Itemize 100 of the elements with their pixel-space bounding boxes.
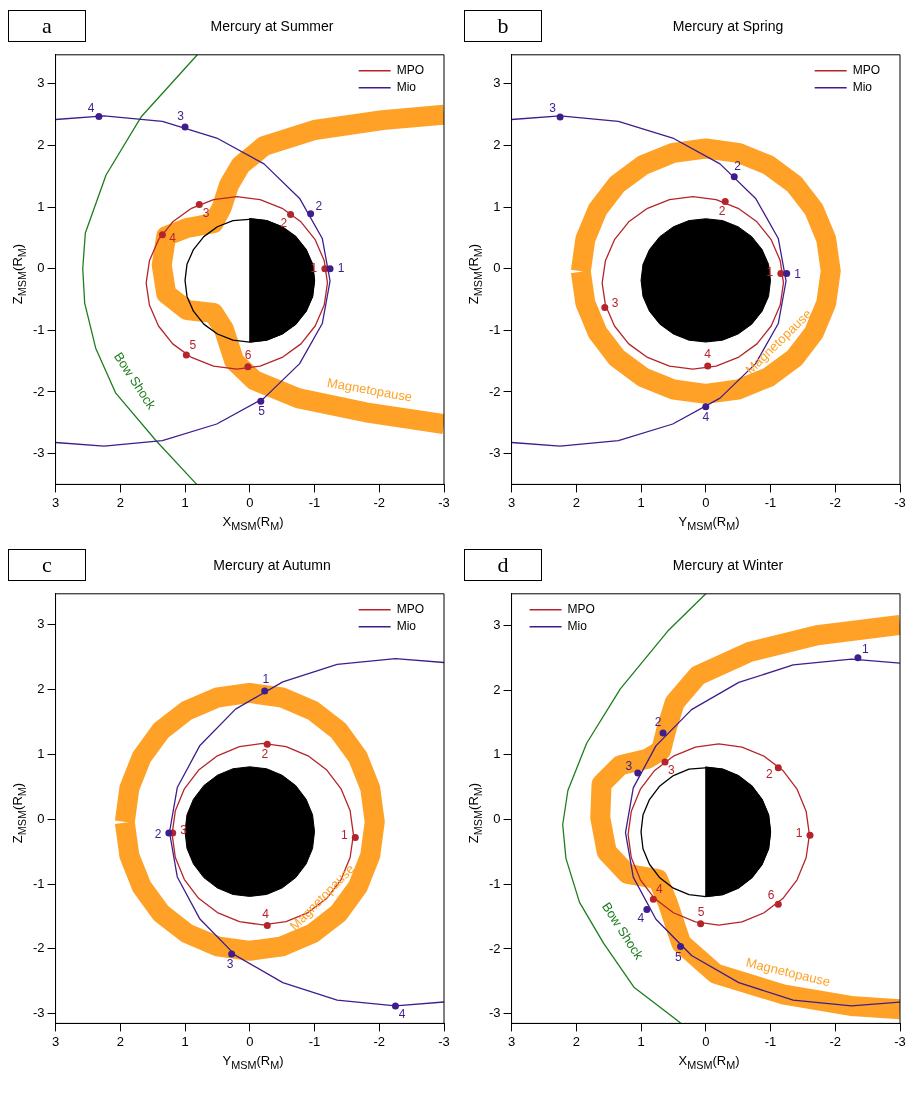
x-tick-label: 0: [246, 494, 254, 510]
x-tick-label: -1: [764, 494, 777, 510]
x-axis-title: Y$_{MSM}$(R$_{M}$): [221, 1053, 285, 1071]
legend-label: MPO: [396, 63, 425, 78]
annotation: 2: [765, 766, 773, 781]
y-tick-label: -2: [489, 940, 501, 956]
point: [806, 831, 814, 839]
point: [158, 231, 166, 239]
y-tick-label: -3: [489, 1005, 501, 1021]
x-tick-label: -2: [373, 494, 386, 510]
x-tick-label: 3: [51, 1033, 60, 1049]
x-axis-title: X$_{MSM}$(R$_{M}$): [221, 514, 285, 532]
annotation: 2: [315, 198, 323, 213]
x-tick-label: -2: [829, 494, 842, 510]
chart-title: Mercury at Autumn: [212, 557, 332, 573]
chart-title: Mercury at Winter: [671, 557, 785, 573]
point: [391, 1002, 399, 1010]
y-tick-label: -3: [489, 445, 501, 461]
annotation: 4: [656, 882, 664, 897]
x-tick-label: -3: [438, 494, 450, 510]
point: [704, 362, 712, 370]
annotation: 2: [280, 215, 288, 230]
annotation: 1: [795, 825, 803, 840]
x-tick-label: -2: [373, 1033, 386, 1049]
annotation: 1: [262, 672, 270, 687]
point: [661, 758, 669, 766]
legend-label: Mio: [852, 80, 873, 95]
point: [649, 895, 657, 903]
y-tick-label: 0: [37, 260, 45, 276]
x-tick-label: -3: [894, 1033, 906, 1049]
point: [263, 740, 271, 748]
annotation: 3: [625, 759, 633, 774]
point: [257, 397, 265, 405]
annotation: 1: [794, 266, 802, 281]
text: d: [464, 549, 542, 581]
annotation: 4: [702, 410, 710, 425]
annotation: 2: [734, 158, 742, 173]
y-tick-label: 0: [37, 810, 45, 826]
x-tick-label: -2: [829, 1033, 842, 1049]
x-axis-title: X$_{MSM}$(R$_{M}$): [677, 1053, 741, 1071]
y-tick-label: 2: [37, 136, 45, 152]
y-tick-label: -2: [33, 383, 45, 399]
point: [95, 112, 103, 120]
annotation: 2: [154, 827, 162, 842]
x-tick-label: 3: [51, 494, 60, 510]
y-tick-label: -3: [33, 445, 45, 461]
x-tick-label: -1: [764, 1033, 777, 1049]
annotation: 4: [637, 911, 645, 926]
annotation: 3: [668, 763, 676, 778]
point: [601, 304, 609, 312]
point: [556, 113, 564, 121]
y-tick-label: 0: [493, 811, 501, 827]
annotation: 5: [189, 338, 197, 353]
x-tick-label: 0: [246, 1033, 254, 1049]
legend-label: MPO: [396, 602, 425, 617]
x-tick-label: -3: [894, 494, 906, 510]
point: [321, 265, 329, 273]
point: [261, 687, 269, 695]
annotation: 1: [337, 260, 345, 275]
text: b: [464, 10, 542, 42]
x-tick-label: -1: [308, 1033, 321, 1049]
point: [182, 351, 190, 359]
annotation: 6: [767, 888, 775, 903]
point: [228, 950, 236, 958]
point: [326, 265, 334, 273]
x-tick-label: 2: [116, 494, 124, 510]
x-tick-label: 1: [181, 1033, 189, 1049]
y-tick-label: -1: [33, 875, 45, 891]
annotation: 1: [766, 265, 774, 280]
point: [634, 769, 642, 777]
y-tick-label: 3: [493, 75, 501, 91]
point: [777, 270, 785, 278]
annotation: 4: [704, 347, 712, 362]
annotation: 4: [398, 1006, 406, 1021]
point: [195, 201, 203, 209]
point: [677, 942, 685, 950]
y-tick-label: 2: [37, 681, 45, 697]
y-tick-label: -3: [33, 1005, 45, 1021]
y-tick-label: -1: [489, 875, 501, 891]
x-tick-label: 3: [507, 494, 516, 510]
x-tick-label: 0: [702, 494, 710, 510]
point: [263, 922, 271, 930]
y-tick-label: 2: [493, 136, 501, 152]
x-tick-label: 2: [572, 1033, 580, 1049]
annotation: 4: [262, 907, 270, 922]
y-tick-label: 0: [493, 260, 501, 276]
annotation: 4: [87, 100, 95, 115]
point: [659, 729, 667, 737]
point: [697, 920, 705, 928]
y-tick-label: -2: [33, 940, 45, 956]
text: a: [8, 10, 86, 42]
annotation: 2: [261, 747, 269, 762]
x-tick-label: 1: [637, 1033, 645, 1049]
legend-label: Mio: [396, 619, 417, 634]
point: [783, 270, 791, 278]
point: [181, 123, 189, 131]
annotation: 3: [177, 109, 185, 124]
y-tick-label: 1: [37, 198, 45, 214]
annotation: 3: [611, 295, 619, 310]
legend-label: Mio: [396, 80, 417, 95]
